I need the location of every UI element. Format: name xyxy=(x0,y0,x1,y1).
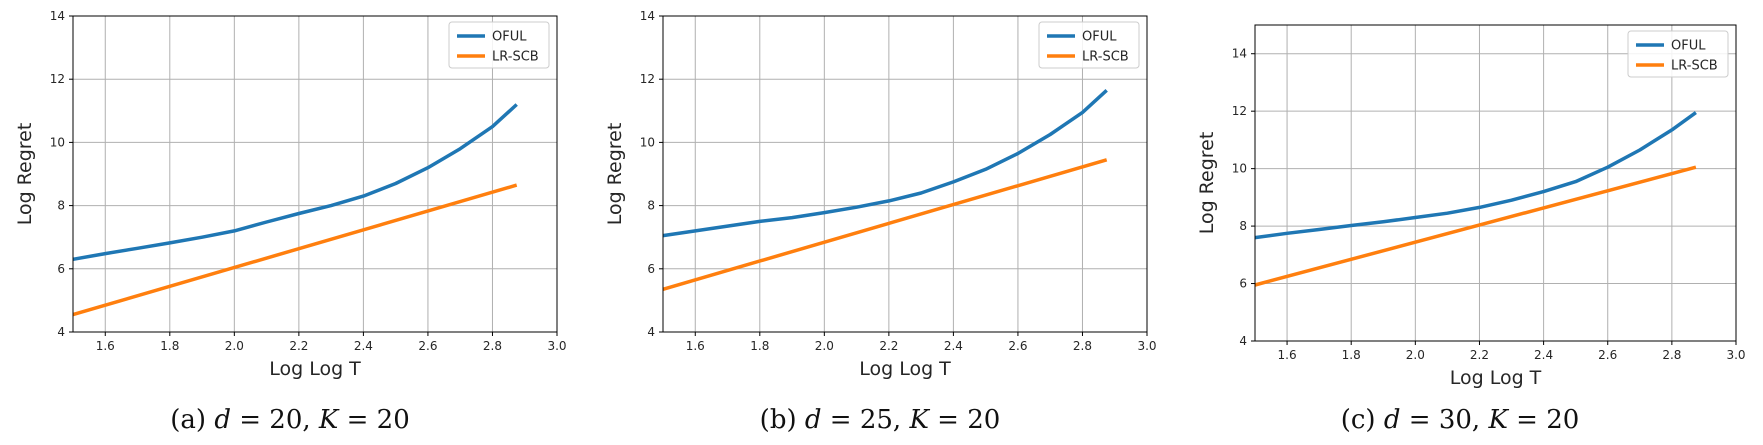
x-tick-label: 2.2 xyxy=(289,339,308,353)
chart-svg-b: 1.6 1.8 2.0 2.2 2.4 2.6 2.8 3.0 4 6 8 10 12 14 Log Log… xyxy=(604,9,1157,380)
x-axis-label: Log Log T xyxy=(859,358,951,380)
chart-svg-c: 1.6 1.8 2.0 2.2 2.4 2.6 2.8 3.0 4 6 8 10 12 14 Log Log… xyxy=(1196,24,1746,389)
x-tick-label: 2.0 xyxy=(815,339,834,353)
y-tick-label: 14 xyxy=(50,9,65,23)
caption-k-value: = 20 xyxy=(1507,405,1580,435)
x-tick-label: 1.6 xyxy=(686,339,705,353)
x-tick-label: 3.0 xyxy=(1137,339,1156,353)
x-tick-label: 2.8 xyxy=(1662,348,1681,362)
caption-prefix: (a) xyxy=(170,405,215,435)
caption-d-value: = 25, xyxy=(821,405,910,435)
chart-panel-a: 1.6 1.8 2.0 2.2 2.4 2.6 2.8 3.0 4 6 8 10 12 14 Log Log… xyxy=(0,0,590,445)
x-tick-label: 2.0 xyxy=(225,339,244,353)
caption-d-value: = 20, xyxy=(230,405,319,435)
x-tick-label: 2.6 xyxy=(1598,348,1617,362)
y-tick-label: 10 xyxy=(50,135,65,149)
legend-label-lr-scb: LR-SCB xyxy=(492,50,539,65)
x-tick-label: 1.8 xyxy=(750,339,769,353)
plot-frame xyxy=(662,15,1148,333)
x-tick-label: 2.4 xyxy=(354,339,373,353)
chart-caption-b: (b) d = 25, K = 20 xyxy=(590,405,1170,435)
x-tick-label: 3.0 xyxy=(547,339,566,353)
y-tick-label: 6 xyxy=(1239,277,1247,291)
caption-prefix: (b) xyxy=(759,405,805,435)
chart-panel-b: 1.6 1.8 2.0 2.2 2.4 2.6 2.8 3.0 4 6 8 10 12 14 Log Log… xyxy=(590,0,1180,445)
x-axis-label: Log Log T xyxy=(269,358,361,380)
y-tick-label: 12 xyxy=(50,72,65,86)
series-line-lr-scb xyxy=(72,183,518,317)
caption-k-symbol: K xyxy=(1488,405,1508,435)
y-tick-label: 14 xyxy=(1232,47,1247,61)
y-tick-label: 4 xyxy=(57,325,65,339)
caption-prefix: (c) xyxy=(1340,405,1384,435)
x-tick-label: 1.6 xyxy=(1278,348,1297,362)
series-line-lr-scb xyxy=(1254,165,1697,287)
y-tick-label: 10 xyxy=(640,135,655,149)
y-axis-label: Log Regret xyxy=(604,123,626,226)
y-tick-label: 12 xyxy=(1232,104,1247,118)
x-tick-label: 2.0 xyxy=(1406,348,1425,362)
series-line-lr-scb xyxy=(662,158,1108,291)
legend-label-oful: OFUL xyxy=(1671,39,1706,54)
chart-panel-c: 1.6 1.8 2.0 2.2 2.4 2.6 2.8 3.0 4 6 8 10 12 14 Log Log… xyxy=(1180,0,1763,445)
x-tick-label: 3.0 xyxy=(1726,348,1745,362)
plot-frame xyxy=(72,15,558,333)
caption-k-symbol: K xyxy=(909,405,929,435)
caption-d-symbol: d xyxy=(214,405,231,435)
plot-frame xyxy=(1254,24,1737,342)
x-tick-label: 2.2 xyxy=(1470,348,1489,362)
x-tick-label: 2.6 xyxy=(1008,339,1027,353)
x-tick-label: 2.8 xyxy=(1073,339,1092,353)
x-tick-label: 1.6 xyxy=(96,339,115,353)
legend-label-lr-scb: LR-SCB xyxy=(1671,59,1718,74)
y-tick-label: 14 xyxy=(640,9,655,23)
caption-k-value: = 20 xyxy=(338,405,410,435)
y-tick-label: 8 xyxy=(647,199,655,213)
x-tick-label: 2.4 xyxy=(944,339,963,353)
x-tick-label: 2.6 xyxy=(418,339,437,353)
y-axis-label: Log Regret xyxy=(14,123,36,226)
legend-label-lr-scb: LR-SCB xyxy=(1082,50,1129,65)
y-axis-label: Log Regret xyxy=(1196,132,1218,235)
caption-d-symbol: d xyxy=(804,405,822,435)
chart-caption-a: (a) d = 20, K = 20 xyxy=(0,405,580,435)
y-tick-label: 6 xyxy=(647,262,655,276)
y-tick-label: 10 xyxy=(1232,162,1247,176)
y-tick-label: 12 xyxy=(640,72,655,86)
series-line-oful xyxy=(72,103,518,262)
series-line-oful xyxy=(662,89,1108,238)
x-tick-label: 2.2 xyxy=(879,339,898,353)
y-tick-label: 4 xyxy=(647,325,655,339)
x-tick-label: 1.8 xyxy=(1342,348,1361,362)
caption-k-symbol: K xyxy=(318,405,339,435)
chart-caption-c: (c) d = 30, K = 20 xyxy=(1180,405,1740,435)
y-tick-label: 8 xyxy=(1239,219,1247,233)
legend-label-oful: OFUL xyxy=(1082,30,1117,45)
y-tick-label: 6 xyxy=(57,262,65,276)
caption-k-value: = 20 xyxy=(928,405,1001,435)
y-tick-label: 4 xyxy=(1239,334,1247,348)
chart-svg-a: 1.6 1.8 2.0 2.2 2.4 2.6 2.8 3.0 4 6 8 10 12 14 Log Log… xyxy=(14,9,567,380)
legend-label-oful: OFUL xyxy=(492,30,527,45)
x-tick-label: 1.8 xyxy=(160,339,179,353)
caption-d-value: = 30, xyxy=(1400,405,1489,435)
x-tick-label: 2.4 xyxy=(1534,348,1553,362)
x-axis-label: Log Log T xyxy=(1450,367,1542,389)
series-line-oful xyxy=(1254,111,1697,240)
caption-d-symbol: d xyxy=(1383,405,1401,435)
x-tick-label: 2.8 xyxy=(483,339,502,353)
y-tick-label: 8 xyxy=(57,199,65,213)
